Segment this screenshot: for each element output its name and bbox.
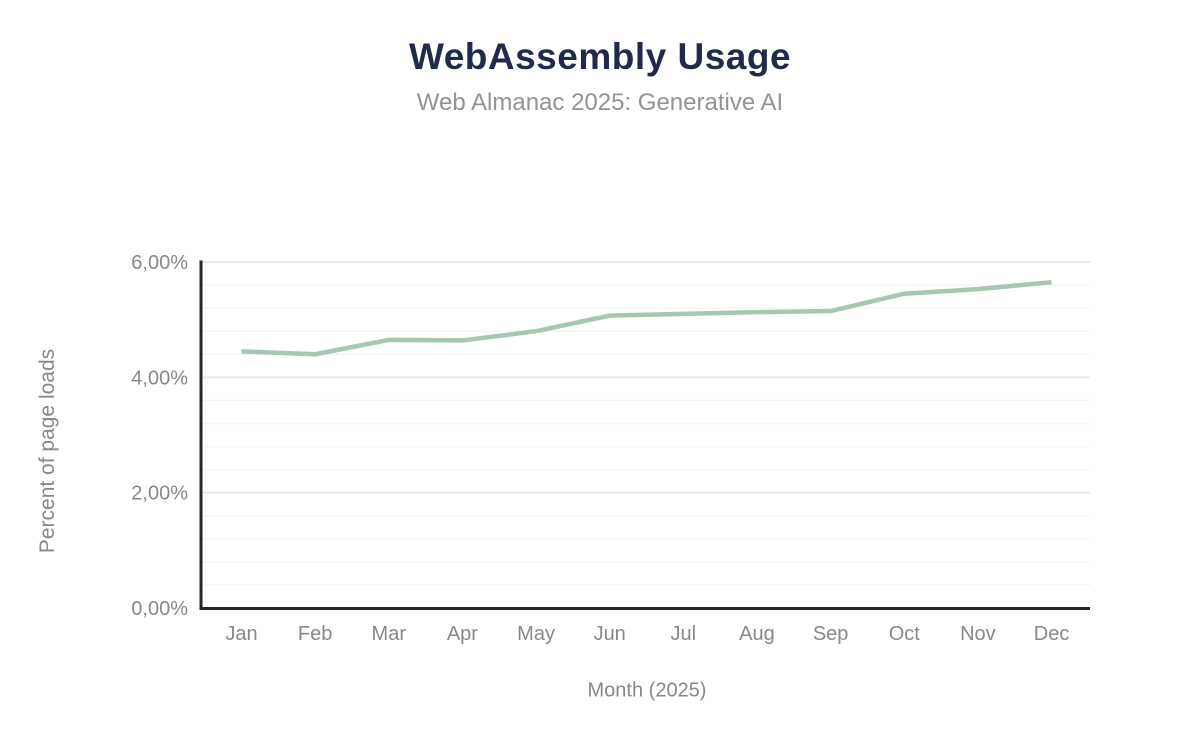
x-tick-label: Nov — [960, 623, 996, 645]
x-tick-label: Apr — [447, 623, 478, 645]
x-tick-label: Feb — [298, 623, 332, 645]
y-tick-label: 2,00% — [131, 483, 188, 505]
x-tick-label: Mar — [372, 623, 407, 645]
chart-title: WebAssembly Usage — [408, 36, 792, 77]
y-tick-label: 4,00% — [131, 367, 188, 389]
y-tick-label: 0,00% — [131, 598, 188, 620]
x-tick-label: Jun — [594, 623, 626, 645]
y-tick-label: 6,00% — [131, 252, 188, 274]
chart-subtitle: Web Almanac 2025: Generative AI — [416, 89, 784, 116]
x-tick-label: Dec — [1034, 623, 1070, 645]
x-tick-label: Jan — [225, 623, 257, 645]
x-tick-label: Oct — [889, 623, 921, 645]
x-tick-label: Jul — [671, 623, 697, 645]
x-axis-title: Month (2025) — [587, 679, 707, 702]
x-tick-label: Aug — [739, 623, 775, 645]
x-tick-label: Sep — [813, 623, 849, 645]
series-line — [241, 279, 1052, 357]
x-tick-label: May — [517, 623, 555, 645]
